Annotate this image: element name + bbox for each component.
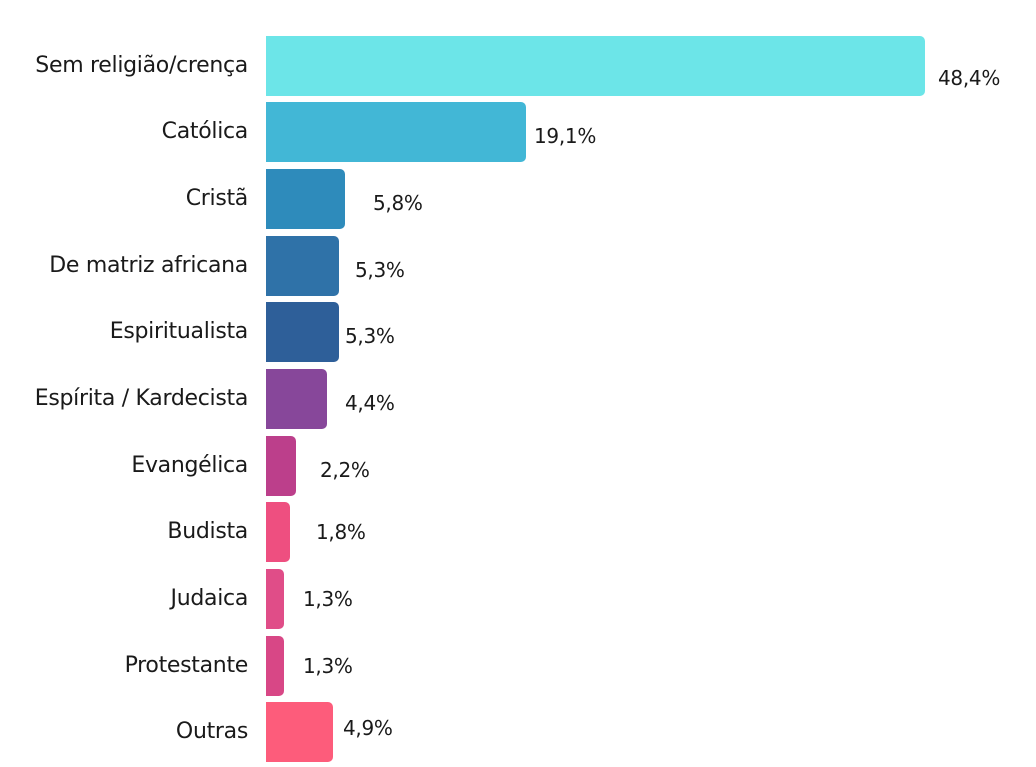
value-label: 5,3%: [355, 258, 405, 282]
category-label: Budista: [167, 519, 248, 544]
category-label: Espiritualista: [109, 319, 249, 344]
value-label: 4,4%: [345, 391, 395, 415]
category-label: Outras: [175, 719, 248, 744]
category-label: Evangélica: [131, 453, 248, 478]
value-label: 4,9%: [343, 716, 393, 740]
bar: [266, 569, 284, 629]
bar: [266, 36, 925, 96]
value-label: 1,3%: [303, 587, 353, 611]
bar-row: Judaica 1,3%: [0, 569, 1036, 629]
value-label: 19,1%: [534, 124, 597, 148]
bar: [266, 302, 339, 362]
bar-row: Cristã 5,8%: [0, 169, 1036, 229]
bar-row: Outras 4,9%: [0, 702, 1036, 762]
value-label: 1,3%: [303, 654, 353, 678]
bar-row: Protestante 1,3%: [0, 636, 1036, 696]
bar-row: Evangélica 2,2%: [0, 436, 1036, 496]
value-label: 2,2%: [320, 458, 370, 482]
bar: [266, 636, 284, 696]
bar: [266, 169, 345, 229]
category-label: Sem religião/crença: [35, 53, 248, 78]
category-label: Católica: [161, 119, 249, 144]
bar: [266, 502, 290, 562]
value-label: 48,4%: [938, 66, 1001, 90]
category-label: Espírita / Kardecista: [34, 386, 249, 411]
value-label: 5,8%: [373, 191, 423, 215]
bar-row: Espiritualista 5,3%: [0, 302, 1036, 362]
category-label: Cristã: [185, 186, 249, 211]
bar-row: Budista 1,8%: [0, 502, 1036, 562]
category-label: De matriz africana: [49, 253, 248, 278]
bar-row: Espírita / Kardecista 4,4%: [0, 369, 1036, 429]
value-label: 5,3%: [345, 324, 395, 348]
bar-row: De matriz africana 5,3%: [0, 236, 1036, 296]
bar: [266, 102, 526, 162]
bar: [266, 236, 339, 296]
value-label: 1,8%: [316, 520, 366, 544]
category-label: Protestante: [124, 653, 249, 678]
bar: [266, 369, 327, 429]
bar: [266, 702, 333, 762]
bar-row: Sem religião/crença 48,4%: [0, 36, 1036, 96]
category-label: Judaica: [170, 586, 249, 611]
bar-row: Católica 19,1%: [0, 102, 1036, 162]
bar: [266, 436, 296, 496]
